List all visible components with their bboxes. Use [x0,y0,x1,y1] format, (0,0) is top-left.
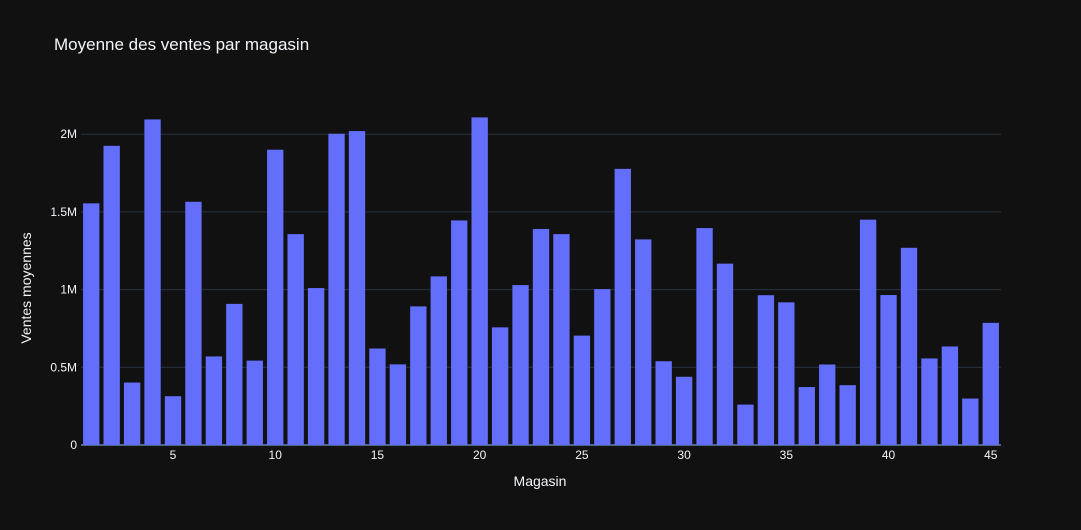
bar-magasin-14[interactable] [348,131,366,445]
x-tick-labels: 5 10 15 20 25 30 35 40 45 [170,448,998,462]
y-tick-label: 0 [70,438,77,452]
y-tick-label: 0.5M [50,360,77,374]
bar-magasin-25[interactable] [573,335,591,445]
x-tick-label: 45 [984,448,998,462]
bar-magasin-28[interactable] [635,239,652,445]
bar-magasin-24[interactable] [553,234,570,445]
x-tick-label: 25 [575,448,589,462]
bar-magasin-1[interactable] [83,203,100,445]
bar-magasin-8[interactable] [226,303,243,445]
bar-magasin-16[interactable] [389,364,407,445]
bar-magasin-4[interactable] [144,119,161,446]
bar-magasin-41[interactable] [900,247,918,445]
bars [83,117,999,446]
bar-magasin-42[interactable] [921,358,938,445]
bar-magasin-13[interactable] [328,133,345,446]
bar-magasin-37[interactable] [819,364,836,446]
bar-magasin-7[interactable] [205,356,223,445]
x-tick-label: 10 [269,448,283,462]
bar-magasin-30[interactable] [675,376,693,445]
bar-magasin-36[interactable] [798,387,815,445]
x-tick-label: 20 [473,448,487,462]
bar-magasin-20[interactable] [471,117,488,446]
x-axis-title: Magasin [514,473,567,489]
bar-magasin-38[interactable] [839,385,856,445]
bar-magasin-18[interactable] [430,276,447,445]
bar-magasin-12[interactable] [307,288,325,445]
bar-magasin-15[interactable] [369,348,386,445]
bar-magasin-44[interactable] [962,398,979,445]
y-tick-label: 2M [60,127,77,141]
bar-magasin-5[interactable] [164,396,182,445]
y-tick-labels: 0 0.5M 1M 1.5M 2M [50,127,77,452]
bar-magasin-17[interactable] [410,306,427,445]
x-tick-label: 35 [780,448,794,462]
bar-magasin-45[interactable] [982,322,999,445]
x-tick-label: 15 [371,448,385,462]
bar-magasin-9[interactable] [246,360,263,445]
y-tick-label: 1M [60,283,77,297]
bar-magasin-35[interactable] [778,302,795,445]
bar-magasin-34[interactable] [757,295,775,445]
x-tick-label: 40 [882,448,896,462]
bar-magasin-32[interactable] [716,263,734,445]
bar-magasin-11[interactable] [287,234,304,445]
bar-magasin-31[interactable] [696,228,713,445]
bar-magasin-2[interactable] [103,145,120,445]
bar-magasin-43[interactable] [941,346,959,445]
bar-magasin-21[interactable] [491,327,509,445]
bar-magasin-19[interactable] [451,220,468,445]
bar-magasin-22[interactable] [512,285,529,445]
bar-magasin-26[interactable] [594,289,611,445]
y-tick-label: 1.5M [50,205,77,219]
chart-title: Moyenne des ventes par magasin [54,35,309,54]
x-tick-label: 30 [677,448,691,462]
bar-magasin-29[interactable] [655,361,672,445]
bar-magasin-39[interactable] [859,219,877,445]
bar-magasin-33[interactable] [737,404,754,445]
bar-magasin-3[interactable] [123,382,141,445]
bar-magasin-10[interactable] [267,149,284,445]
y-axis-title: Ventes moyennes [18,232,34,343]
bar-magasin-40[interactable] [880,295,897,445]
bar-magasin-27[interactable] [614,168,631,445]
bar-magasin-23[interactable] [532,228,550,445]
x-tick-label: 5 [170,448,177,462]
bar-magasin-6[interactable] [185,201,202,445]
